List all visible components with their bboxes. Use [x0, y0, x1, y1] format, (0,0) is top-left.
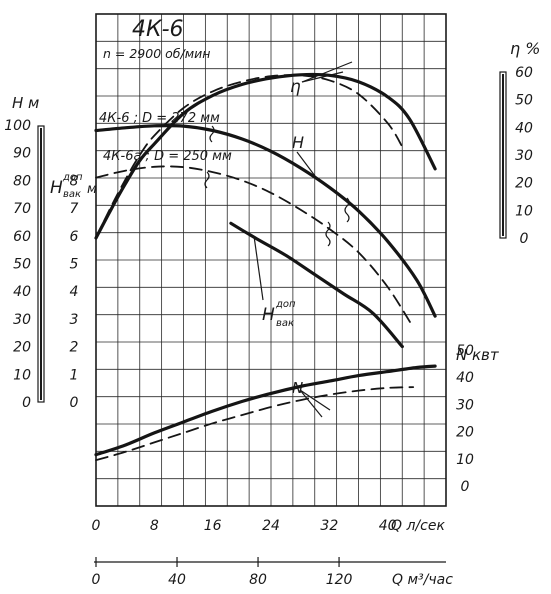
- x2-axis-label: Q м³/час: [392, 572, 453, 588]
- h-tick-label: 90: [13, 146, 31, 162]
- h-tick-label: 40: [13, 284, 31, 300]
- svg-text:доп: доп: [62, 172, 83, 183]
- svg-text:м: м: [87, 182, 97, 197]
- n-tick-label: 0: [461, 479, 470, 495]
- impeller-label-1: 4К-6 ; D = 272 мм: [99, 111, 220, 126]
- h-tick-label: 100: [4, 118, 31, 134]
- eta-axis-bar-fill: [502, 74, 504, 236]
- eta-tick-label: 0: [520, 231, 529, 247]
- eta-tick-label: 10: [515, 203, 533, 219]
- x2-tick-label: 0: [92, 572, 101, 588]
- eta-tick-label: 20: [515, 176, 533, 192]
- eta-tick-label: 30: [515, 148, 533, 164]
- chart-subtitle: n = 2900 об/мин: [103, 46, 210, 61]
- h-tick-label: 10: [13, 367, 31, 383]
- h-tick-label: 20: [13, 340, 31, 356]
- h-tick-label: 30: [13, 312, 31, 328]
- h-tick-label: 0: [22, 395, 31, 411]
- n-tick-label: 20: [456, 425, 474, 441]
- n-axis-label: N квт: [456, 346, 500, 364]
- h-axis-bar-fill: [40, 128, 42, 400]
- grid: [96, 14, 446, 506]
- series-h-solid-0: [94, 123, 437, 318]
- n-tick-label: 40: [456, 370, 474, 386]
- impeller-label-2: 4К-6а ; D = 250 мм: [103, 149, 232, 164]
- x2-tick-label: 40: [168, 572, 186, 588]
- x2-tick-label: 80: [249, 572, 267, 588]
- hvak-tick-label: 0: [70, 395, 79, 411]
- x-tick-label: 8: [150, 518, 159, 534]
- series-n-dashed-5: [95, 386, 415, 461]
- h-tick-label: 80: [13, 173, 31, 189]
- n-tick-label: 10: [456, 452, 474, 468]
- curves: [94, 72, 437, 461]
- hvak-axis: 0 1 2 3 4 5 6 7 8: [70, 173, 79, 411]
- eta-axis-label: η %: [510, 39, 540, 58]
- hvak-tick-label: 1: [70, 367, 79, 383]
- x-tick-label: 0: [92, 518, 101, 534]
- hvak-axis-label: H доп вак м: [50, 172, 97, 200]
- h-tick-label: 60: [13, 229, 31, 245]
- x-axis: 0 8 16 24 32 40 Q л/сек: [92, 518, 446, 534]
- svg-text:H: H: [262, 305, 275, 325]
- n-tick-label: 30: [456, 397, 474, 413]
- chart-title: 4К-6: [132, 17, 184, 42]
- hvak-tick-label: 6: [70, 229, 79, 245]
- series-hvak-solid-6: [229, 221, 404, 349]
- x2-axis: 0 40 80 120 Q м³/час: [92, 557, 453, 588]
- svg-text:вак: вак: [276, 318, 294, 329]
- hvak-tick-label: 8: [70, 173, 79, 189]
- series-eta-dashed-3: [95, 74, 404, 239]
- n-axis: N квт 0 10 20 30 40 50: [456, 343, 500, 495]
- series-n-solid-4: [94, 364, 437, 457]
- series-eta-solid-2: [94, 72, 437, 240]
- h-tick-label: 70: [13, 201, 31, 217]
- x-tick-label: 40: [379, 518, 397, 534]
- hvak-tick-label: 2: [70, 340, 79, 356]
- eta-tick-label: 60: [515, 65, 533, 81]
- curve-label-eta: η: [290, 77, 301, 97]
- svg-text:H: H: [50, 178, 63, 198]
- hvak-tick-label: 4: [70, 284, 79, 300]
- svg-text:вак: вак: [63, 189, 81, 200]
- series-h-dashed-1: [95, 165, 415, 329]
- eta-axis: η % 0 10 20 30 40 50 60: [499, 39, 540, 247]
- svg-text:доп: доп: [275, 299, 296, 310]
- n-tick-label: 50: [456, 343, 474, 359]
- curve-label-h: H: [292, 133, 304, 152]
- h-axis: H м 0 10 20 30 40 50 60 70 80 90 100: [4, 94, 45, 411]
- x2-tick-label: 120: [326, 572, 353, 588]
- x-tick-label: 32: [320, 518, 338, 534]
- x-tick-label: 16: [204, 518, 222, 534]
- hvak-tick-label: 3: [70, 312, 79, 328]
- x-tick-label: 24: [262, 518, 280, 534]
- hvak-tick-label: 7: [70, 201, 79, 217]
- eta-tick-label: 40: [515, 120, 533, 136]
- hvak-tick-label: 5: [70, 257, 79, 273]
- eta-tick-label: 50: [515, 93, 533, 109]
- plot-frame: [95, 13, 447, 507]
- h-tick-label: 50: [13, 257, 31, 273]
- curve-label-hvak: H доп вак: [262, 299, 296, 329]
- h-axis-label: H м: [12, 94, 39, 112]
- x-axis-label: Q л/сек: [391, 518, 445, 534]
